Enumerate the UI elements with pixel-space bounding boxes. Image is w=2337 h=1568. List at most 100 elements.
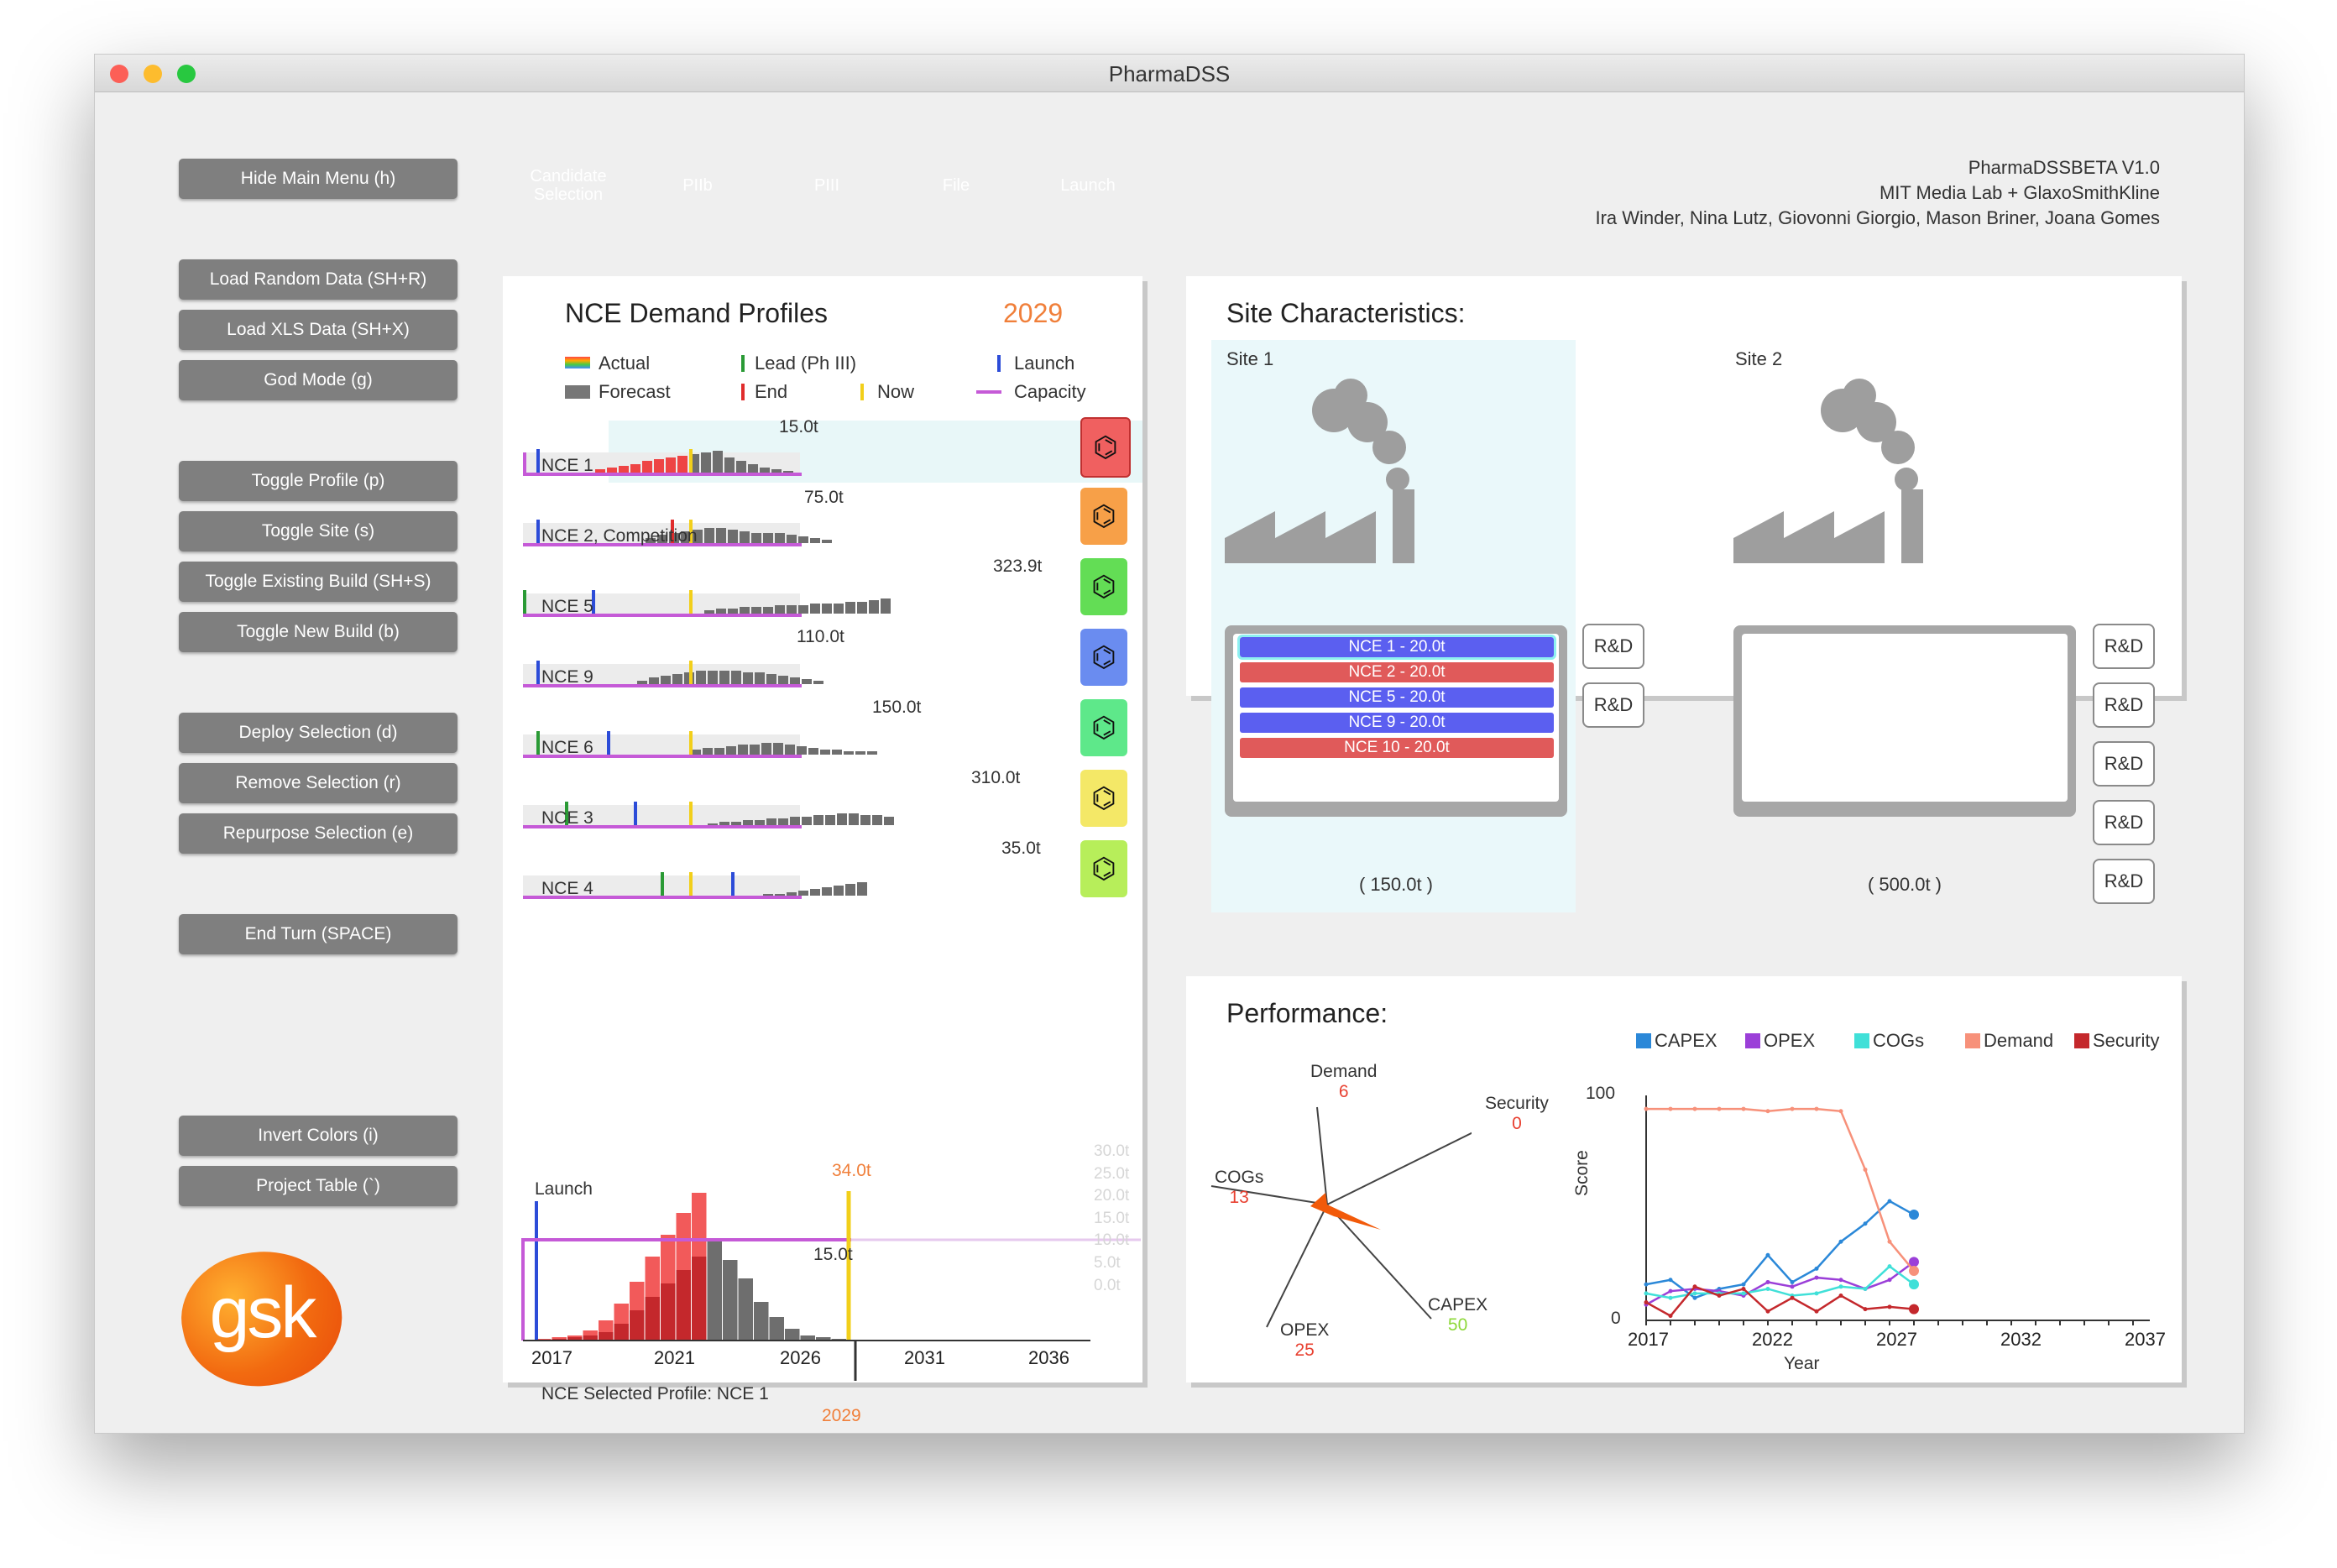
launch-marker: [731, 872, 735, 899]
profile-label-nce4: NCE 4: [541, 879, 593, 898]
deploy-selection-button[interactable]: Deploy Selection (d): [179, 713, 457, 753]
series-point-capex: [1863, 1221, 1868, 1226]
remove-selection-button[interactable]: Remove Selection (r): [179, 763, 457, 803]
god-mode-button[interactable]: God Mode (g): [179, 360, 457, 400]
rd-button[interactable]: R&D: [2093, 859, 2155, 904]
stage-launch[interactable]: Launch: [1018, 160, 1158, 211]
nce-assignment[interactable]: NCE 1 - 20.0t: [1237, 635, 1556, 660]
toggle-profile-button[interactable]: Toggle Profile (p): [179, 461, 457, 501]
stage-candidate-selection[interactable]: Candidate Selection: [501, 160, 635, 211]
line-x-tick: 2022: [1752, 1329, 1793, 1350]
actual-swatch: [565, 357, 590, 368]
end-marker: [671, 520, 674, 546]
row-bar: [731, 671, 741, 684]
rd-button[interactable]: R&D: [1582, 624, 1644, 669]
minimize-window-button[interactable]: [144, 65, 162, 83]
row-bar: [787, 605, 797, 614]
close-window-button[interactable]: [110, 65, 128, 83]
project-table-button[interactable]: Project Table (`): [179, 1166, 457, 1206]
nce-assignment[interactable]: NCE 5 - 20.0t: [1240, 687, 1554, 708]
site1-name: Site 1: [1226, 348, 1274, 369]
legend-swatch: [1636, 1033, 1651, 1048]
repurpose-selection-button[interactable]: Repurpose Selection (e): [179, 813, 457, 854]
radar-axis-security: Security 0: [1485, 1094, 1549, 1134]
nce-assignment[interactable]: NCE 9 - 20.0t: [1240, 713, 1554, 733]
stage-piii[interactable]: PIII: [760, 160, 894, 211]
nce-assignment[interactable]: NCE 10 - 20.0t: [1240, 738, 1554, 758]
legend-demand: Demand: [1984, 1030, 2054, 1051]
series-point-cogs: [1741, 1291, 1746, 1296]
row-bar: [775, 605, 785, 614]
line-x-ticks: 2017 2022 2027 2032 2037: [1628, 1329, 2166, 1354]
row-bar: [654, 459, 664, 473]
molecule-icon: ⌬: [1091, 571, 1116, 603]
capacity-line: [523, 473, 802, 476]
end-turn-button[interactable]: End Turn (SPACE): [179, 914, 457, 954]
molecule-button-nce3[interactable]: ⌬: [1080, 770, 1127, 827]
hist-bar-actual: [583, 1335, 598, 1341]
hist-y-tick: 20.0t: [1094, 1187, 1130, 1205]
molecule-button-nce1[interactable]: ⌬: [1080, 417, 1131, 478]
row-bar: [813, 681, 823, 684]
row-bar: [743, 672, 753, 684]
radar-axis-label: Demand: [1310, 1062, 1378, 1081]
site2-build-list[interactable]: [1742, 634, 2068, 802]
row-bar: [810, 889, 820, 896]
series-line-demand: [1646, 1107, 1915, 1272]
hist-y-tick: 15.0t: [1094, 1209, 1130, 1227]
lead-marker: [661, 872, 664, 899]
capacity-line: [521, 1238, 851, 1341]
rd-button[interactable]: R&D: [2093, 741, 2155, 787]
row-bar: [857, 882, 867, 896]
series-point-cogs: [1863, 1286, 1868, 1291]
stage-piib[interactable]: PIIb: [630, 160, 765, 211]
factory-icon: [1225, 379, 1414, 563]
row-bar: [763, 533, 773, 543]
radar-chart: [1210, 1106, 1472, 1328]
hist-x-tick: 2026: [780, 1347, 821, 1368]
molecule-icon: ⌬: [1091, 712, 1116, 744]
row-bar: [825, 815, 835, 825]
rd-button[interactable]: R&D: [2093, 682, 2155, 728]
molecule-button-nce6[interactable]: ⌬: [1080, 699, 1127, 756]
row-bar: [849, 813, 859, 825]
row-bar: [731, 822, 741, 825]
hide-main-menu-button[interactable]: Hide Main Menu (h): [179, 159, 457, 199]
molecule-button-nce5[interactable]: ⌬: [1080, 558, 1127, 615]
nce-assignment[interactable]: NCE 2 - 20.0t: [1240, 662, 1554, 682]
invert-colors-button[interactable]: Invert Colors (i): [179, 1116, 457, 1156]
rd-button[interactable]: R&D: [2093, 624, 2155, 669]
row-bar: [666, 457, 676, 473]
load-xls-data-button[interactable]: Load XLS Data (SH+X): [179, 310, 457, 350]
rd-button[interactable]: R&D: [1582, 682, 1644, 728]
hist-bar: [785, 1329, 800, 1341]
hist-launch-label: Launch: [535, 1179, 593, 1199]
launch-marker: [536, 661, 540, 687]
y-bottom-label: 0: [1611, 1309, 1621, 1328]
capacity-line: [523, 452, 526, 476]
zoom-window-button[interactable]: [177, 65, 196, 83]
series-point-opex: [1668, 1288, 1673, 1294]
row-bar: [785, 745, 795, 755]
stage-label: File: [942, 176, 970, 195]
row-bar: [855, 751, 865, 755]
row-bar: [834, 886, 844, 896]
stage-label: Launch: [1060, 176, 1116, 195]
molecule-button-nce2[interactable]: ⌬: [1080, 488, 1127, 545]
row-bar: [872, 815, 882, 825]
series-point-capex: [1909, 1210, 1919, 1220]
now-marker: [689, 590, 693, 617]
load-random-data-button[interactable]: Load Random Data (SH+R): [179, 259, 457, 300]
molecule-button-nce9[interactable]: ⌬: [1080, 629, 1127, 686]
row-bar: [714, 748, 724, 755]
stage-file[interactable]: File: [889, 160, 1023, 211]
toggle-existing-build-button[interactable]: Toggle Existing Build (SH+S): [179, 562, 457, 602]
series-line-opex: [1645, 1261, 1915, 1306]
series-point-capex: [1741, 1282, 1746, 1287]
molecule-button-nce4[interactable]: ⌬: [1080, 840, 1127, 897]
toggle-new-build-button[interactable]: Toggle New Build (b): [179, 612, 457, 652]
row-bar: [881, 598, 891, 614]
radar-shape: [1310, 1193, 1381, 1230]
rd-button[interactable]: R&D: [2093, 800, 2155, 845]
toggle-site-button[interactable]: Toggle Site (s): [179, 511, 457, 551]
